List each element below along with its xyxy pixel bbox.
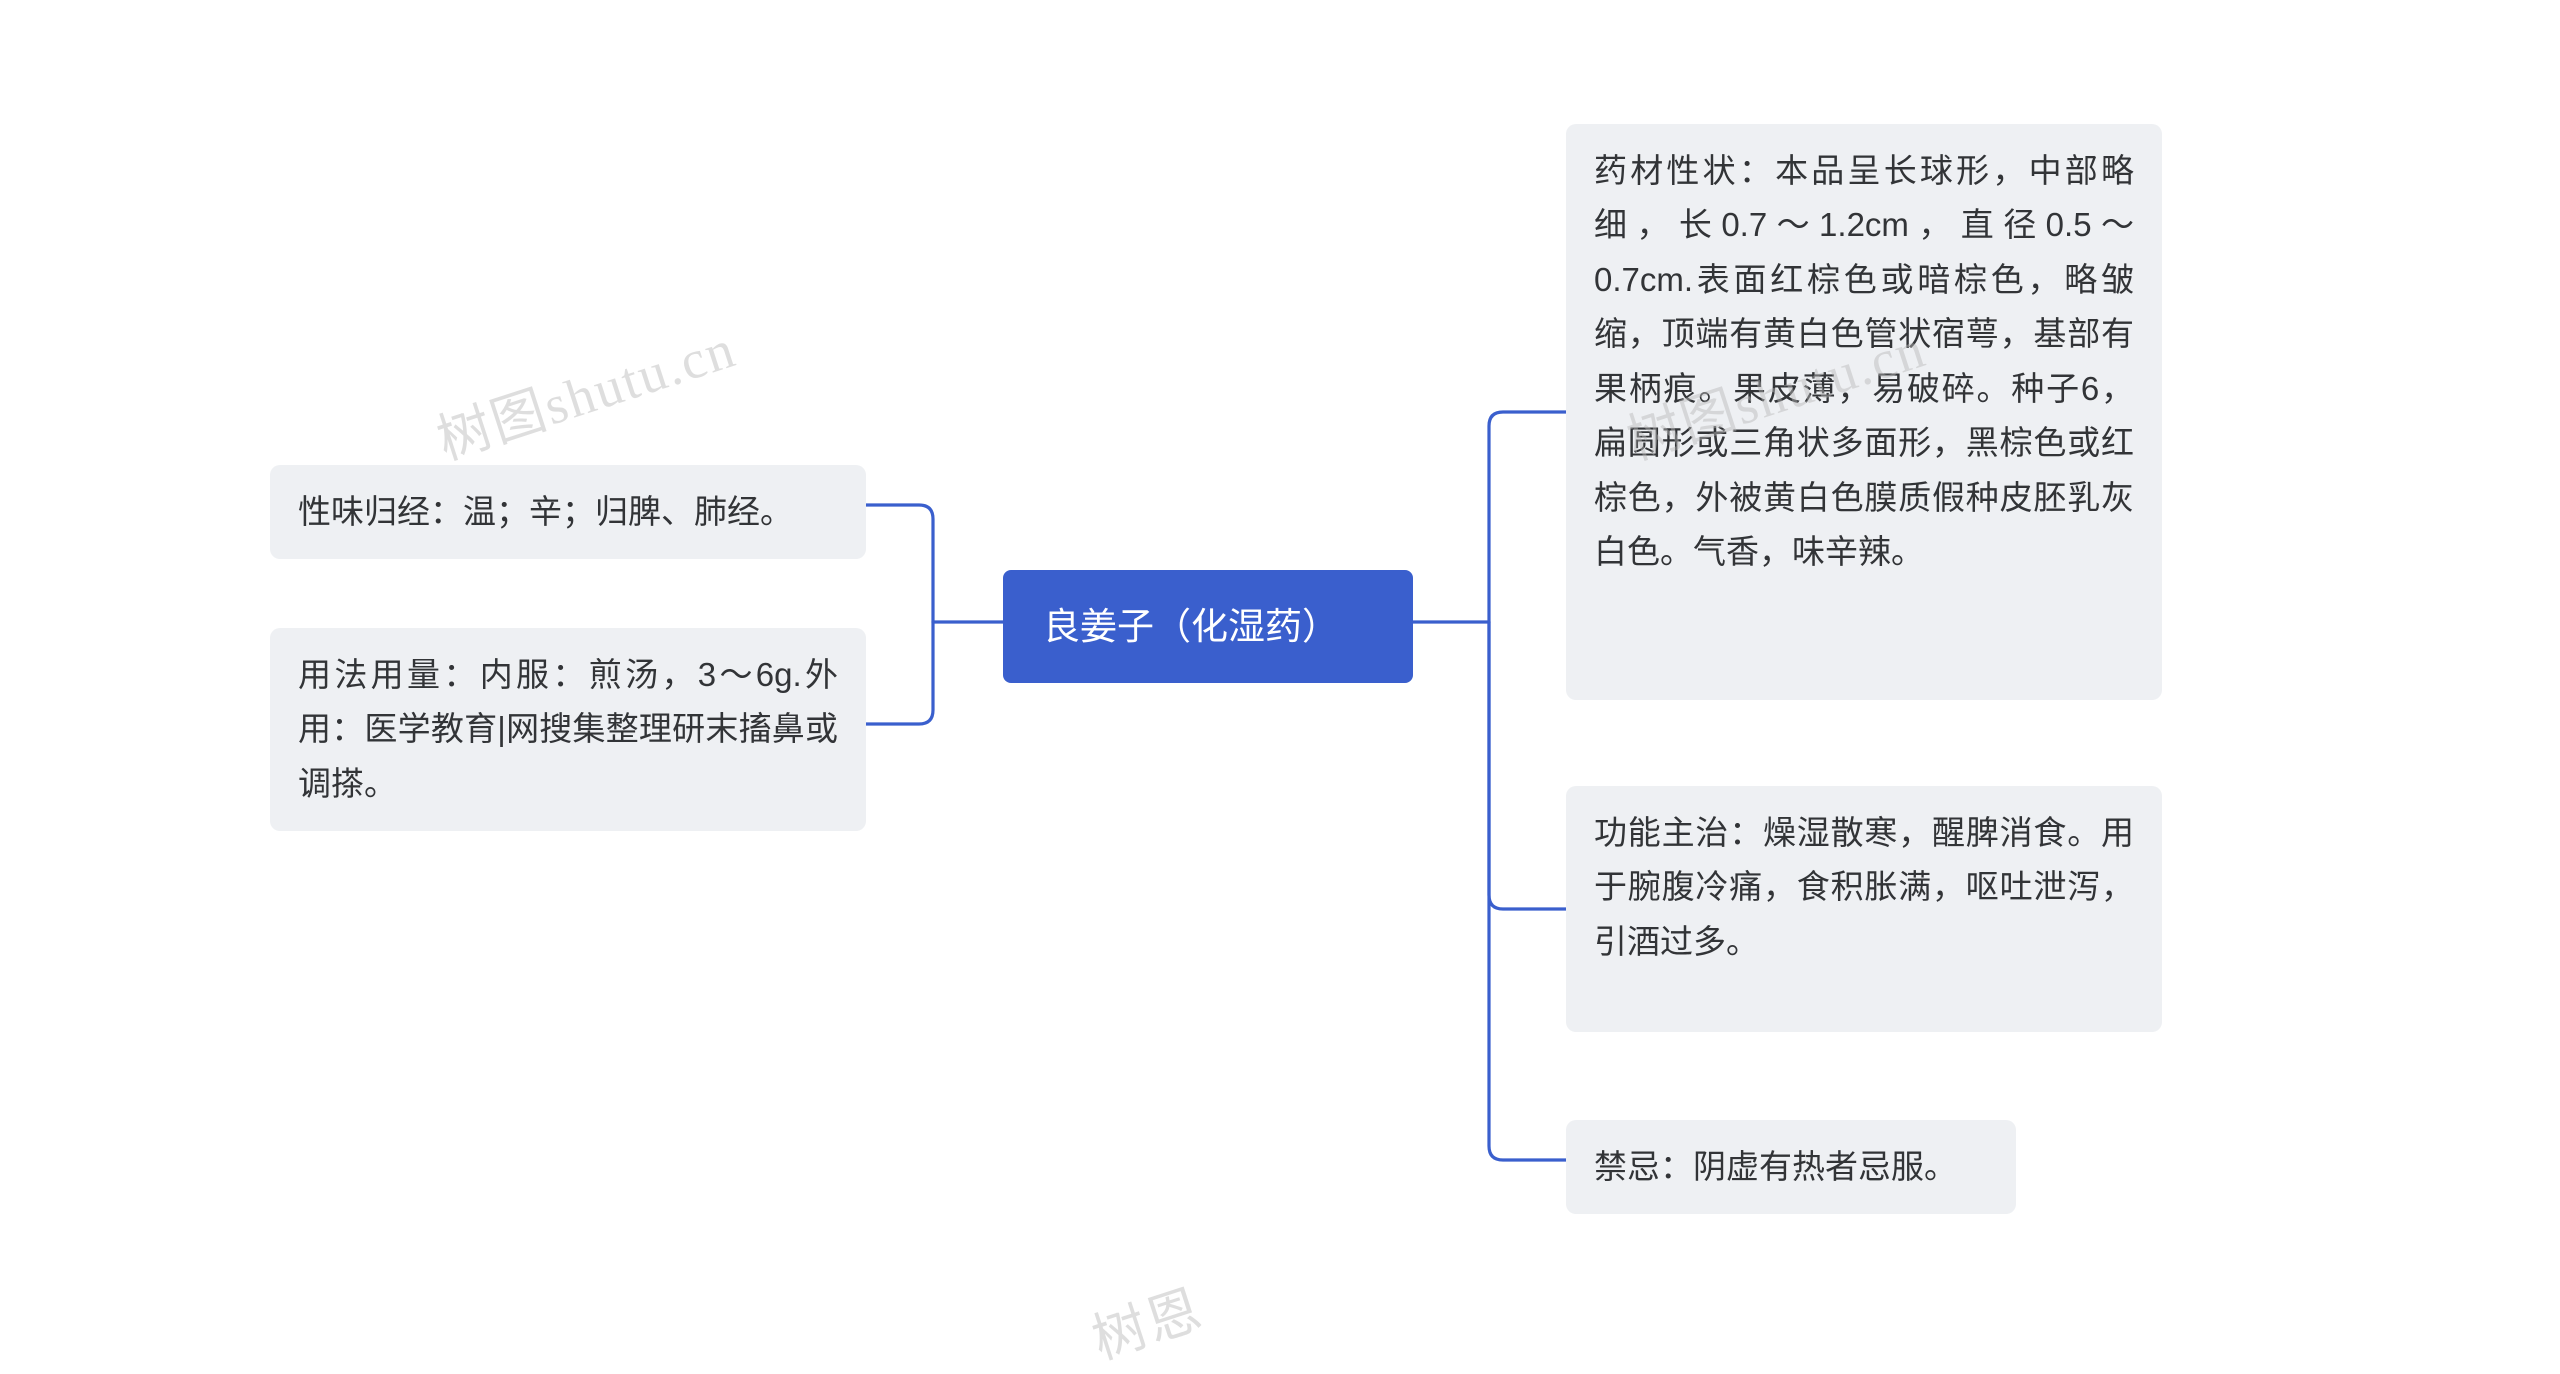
leaf-node-r0[interactable]: 药材性状：本品呈长球形，中部略细，长0.7～1.2cm，直径0.5～0.7cm.… [1566,124,2162,700]
watermark-0: 树图shutu.cn [425,304,744,475]
center-node[interactable]: 良姜子（化湿药） [1003,570,1413,683]
mindmap-canvas: 良姜子（化湿药） 性味归经：温；辛；归脾、肺经。 用法用量：内服：煎汤，3～6g… [0,0,2560,1358]
leaf-node-r2[interactable]: 禁忌：阴虚有热者忌服。 [1566,1120,2016,1214]
leaf-node-l1[interactable]: 用法用量：内服：煎汤，3～6g.外用：医学教育|网搜集整理研末搐鼻或调搽。 [270,628,866,831]
leaf-node-l0[interactable]: 性味归经：温；辛；归脾、肺经。 [270,465,866,559]
leaf-node-r1[interactable]: 功能主治：燥湿散寒，醒脾消食。用于腕腹冷痛，食积胀满，呕吐泄泻，引酒过多。 [1566,786,2162,1032]
